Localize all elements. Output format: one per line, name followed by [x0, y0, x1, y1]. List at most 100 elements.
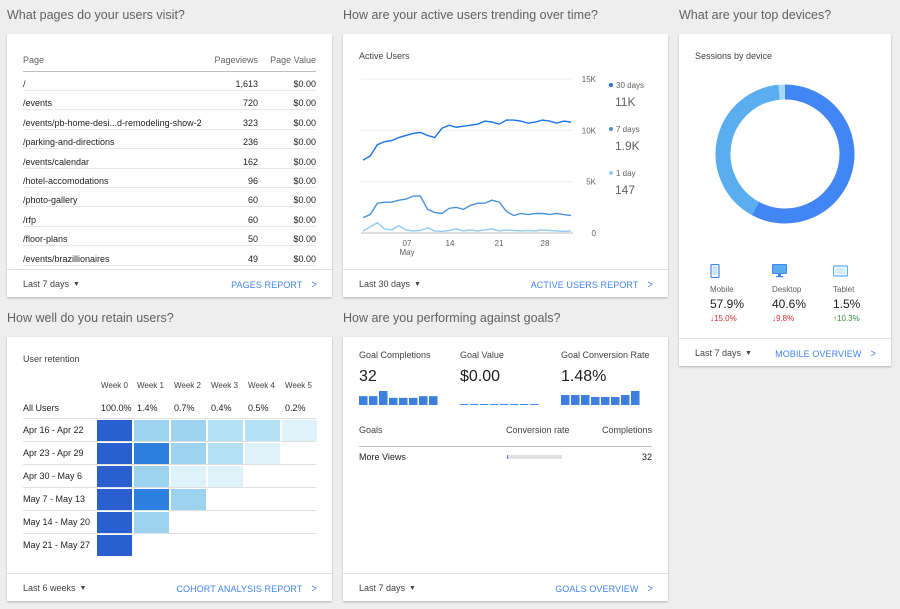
page-row[interactable]: /events/pb-home-desi...d-remodeling-show… — [23, 111, 316, 130]
all-users-value: 0.7% — [174, 403, 195, 413]
page-value: $0.00 — [293, 214, 316, 225]
retention-date-range-dropdown[interactable]: Last 6 weeks ▼ — [23, 583, 86, 593]
page-row[interactable]: /hotel-accomodations 96 $0.00 — [23, 169, 316, 188]
page-path[interactable]: /events/calendar — [23, 156, 90, 167]
retention-cell[interactable] — [134, 420, 169, 441]
page-path[interactable]: /events — [23, 98, 53, 109]
active-users-report-link[interactable]: ACTIVE USERS REPORT > — [531, 279, 654, 291]
retention-cell[interactable] — [134, 489, 169, 510]
cohort-row: May 14 - May 20 — [23, 510, 316, 533]
legend-entry: 7 days — [609, 125, 640, 134]
retention-cell[interactable] — [97, 512, 132, 533]
legend-entry: 1 day — [609, 169, 636, 178]
cohort-row: May 7 - May 13 — [23, 487, 316, 510]
devices-date-range-dropdown[interactable]: Last 7 days ▼ — [695, 348, 752, 358]
retention-cell[interactable] — [97, 420, 132, 441]
page-path[interactable]: /rfp — [23, 214, 37, 225]
donut-slice-mobile — [751, 84, 855, 224]
retention-cell[interactable] — [134, 512, 169, 533]
page-path[interactable]: /photo-gallery — [23, 195, 78, 206]
retention-cell[interactable] — [171, 489, 206, 510]
goal-completions-count: 32 — [641, 452, 652, 462]
page-row[interactable]: /events 720 $0.00 — [23, 91, 316, 111]
retention-cell[interactable] — [97, 489, 132, 510]
page-views: 720 — [242, 98, 258, 109]
x-tick-label: 21 — [495, 239, 504, 248]
retention-cell[interactable] — [134, 466, 169, 487]
goals-table-row: More Views 32 — [359, 447, 652, 468]
mobile-overview-link[interactable]: MOBILE OVERVIEW > — [775, 348, 877, 360]
active-users-report-label: ACTIVE USERS REPORT — [530, 280, 639, 290]
cohort-row: Apr 16 - Apr 22 — [23, 418, 317, 441]
sparkline-bar — [561, 395, 570, 405]
retention-cell[interactable] — [97, 443, 132, 464]
y-tick-label: 0 — [592, 229, 597, 238]
sparkline-bar — [379, 391, 388, 405]
devices-section-title: What are your top devices? — [679, 8, 832, 22]
sparkline-bar — [571, 395, 580, 405]
donut-slice-desktop — [715, 84, 781, 216]
sessions-donut-chart — [715, 84, 855, 224]
col-page-value-header: Page Value — [270, 55, 316, 65]
page-views: 96 — [247, 176, 258, 186]
page-path[interactable]: /parking-and-directions — [23, 137, 115, 148]
page-path[interactable]: /events/pb-home-desi...d-remodeling-show… — [23, 117, 202, 128]
page-value: $0.00 — [293, 253, 316, 264]
page-row[interactable]: /photo-gallery 60 $0.00 — [23, 188, 316, 208]
page-row[interactable]: /floor-plans 50 $0.00 — [23, 227, 316, 247]
active-users-date-range-dropdown[interactable]: Last 30 days ▼ — [359, 279, 421, 289]
goals-overview-link[interactable]: GOALS OVERVIEW > — [555, 583, 654, 595]
page-value: $0.00 — [293, 156, 316, 167]
col-conversion-rate-header: Conversion rate — [506, 425, 570, 435]
retention-cell[interactable] — [208, 466, 243, 487]
tablet-icon — [832, 265, 849, 277]
goal-sparklines — [359, 391, 640, 405]
y-tick-label: 10K — [582, 126, 597, 135]
legend-label: 30 days — [616, 81, 645, 90]
retention-cell[interactable] — [97, 535, 132, 556]
device-desktop-change: ↓9.8% — [772, 314, 795, 323]
page-row[interactable]: /rfp 60 $0.00 — [23, 208, 316, 227]
goals-card-footer: Last 7 days ▼ GOALS OVERVIEW > — [343, 573, 668, 601]
page-path[interactable]: /hotel-accomodations — [23, 176, 109, 186]
pages-date-range-dropdown[interactable]: Last 7 days ▼ — [23, 279, 80, 289]
page-row[interactable]: /events/calendar 162 $0.00 — [23, 150, 316, 169]
pages-report-label: PAGES REPORT — [231, 280, 303, 290]
retention-cell[interactable] — [245, 443, 280, 464]
goals-table-header: Goals Conversion rate Completions — [359, 423, 652, 447]
retention-cell[interactable] — [171, 466, 206, 487]
goal-value-label: Goal Value — [460, 350, 504, 360]
device-desktop-name: Desktop — [772, 285, 802, 294]
retention-cell[interactable] — [282, 420, 317, 441]
page-views: 60 — [247, 214, 258, 225]
retention-cell[interactable] — [171, 420, 206, 441]
cohort-row: May 21 - May 27 — [23, 533, 316, 556]
retention-cell[interactable] — [245, 420, 280, 441]
goals-section-title: How are you performing against goals? — [343, 311, 561, 325]
pages-report-link[interactable]: PAGES REPORT > — [231, 279, 318, 291]
series-line-7-days — [362, 195, 572, 219]
retention-cell[interactable] — [208, 420, 243, 441]
goal-value-value: $0.00 — [460, 368, 501, 385]
page-value: $0.00 — [293, 234, 316, 245]
page-value: $0.00 — [293, 98, 316, 109]
goals-date-range-dropdown[interactable]: Last 7 days ▼ — [359, 583, 416, 593]
page-row[interactable]: /events/brazillionaires 49 $0.00 — [23, 247, 316, 266]
sessions-by-device-title: Sessions by device — [695, 51, 773, 61]
legend-dot-icon — [609, 171, 613, 175]
retention-card: User retention Week 0 Week 1 Week 2 Week 3 W… — [7, 337, 332, 601]
page-value: $0.00 — [293, 137, 316, 148]
retention-cell[interactable] — [97, 466, 132, 487]
page-row[interactable]: /parking-and-directions 236 $0.00 — [23, 130, 316, 150]
page-path[interactable]: /events/brazillionaires — [23, 253, 110, 264]
cohort-analysis-report-link[interactable]: COHORT ANALYSIS REPORT > — [176, 583, 318, 595]
retention-cell[interactable] — [134, 443, 169, 464]
chevron-right-icon: > — [312, 279, 318, 291]
page-path[interactable]: / — [23, 79, 26, 89]
page-row[interactable]: / 1,613 $0.00 — [23, 72, 316, 91]
page-views: 49 — [247, 253, 258, 264]
page-path[interactable]: /floor-plans — [23, 234, 68, 245]
cohort-row: Apr 23 - Apr 29 — [23, 441, 316, 464]
retention-cell[interactable] — [208, 443, 243, 464]
retention-cell[interactable] — [171, 443, 206, 464]
